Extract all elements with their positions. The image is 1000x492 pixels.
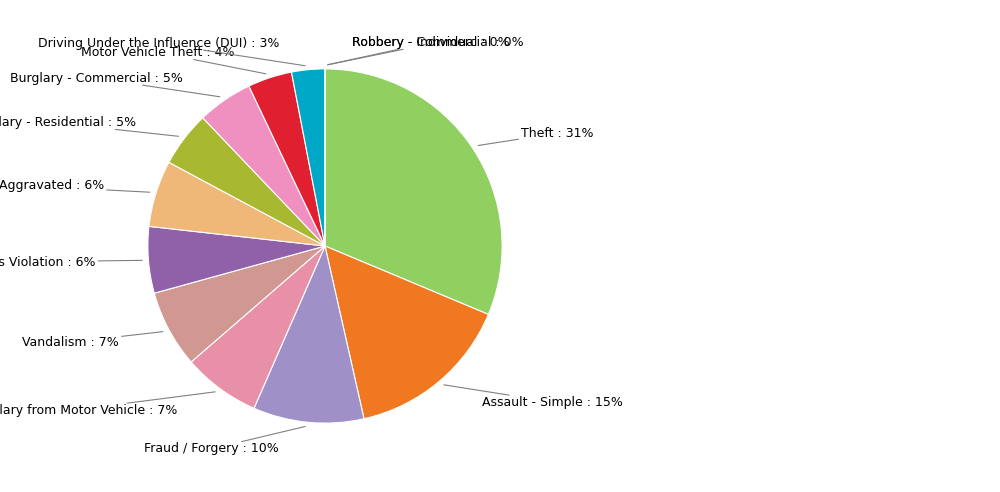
- Wedge shape: [249, 72, 325, 246]
- Wedge shape: [149, 162, 325, 246]
- Text: Vandalism : 7%: Vandalism : 7%: [22, 332, 163, 349]
- Wedge shape: [191, 246, 325, 408]
- Text: Robbery - Commercial : 0%: Robbery - Commercial : 0%: [328, 36, 523, 65]
- Text: Drugs / Narcotics Violation : 6%: Drugs / Narcotics Violation : 6%: [0, 256, 142, 269]
- Text: Driving Under the Influence (DUI) : 3%: Driving Under the Influence (DUI) : 3%: [38, 37, 305, 66]
- Text: Burglary from Motor Vehicle : 7%: Burglary from Motor Vehicle : 7%: [0, 392, 215, 417]
- Wedge shape: [203, 86, 325, 246]
- Text: Burglary - Commercial : 5%: Burglary - Commercial : 5%: [10, 72, 220, 97]
- Text: Assault - Aggravated : 6%: Assault - Aggravated : 6%: [0, 179, 150, 192]
- Text: Theft : 31%: Theft : 31%: [478, 126, 594, 146]
- Wedge shape: [154, 246, 325, 362]
- Text: Fraud / Forgery : 10%: Fraud / Forgery : 10%: [144, 427, 305, 455]
- Text: Assault - Simple : 15%: Assault - Simple : 15%: [444, 385, 623, 408]
- Text: Motor Vehicle Theft : 4%: Motor Vehicle Theft : 4%: [81, 46, 266, 74]
- Wedge shape: [254, 246, 364, 423]
- Wedge shape: [148, 226, 325, 293]
- Wedge shape: [325, 69, 502, 314]
- Text: Robbery - Individual : 0%: Robbery - Individual : 0%: [328, 36, 509, 65]
- Wedge shape: [325, 246, 488, 419]
- Wedge shape: [169, 118, 325, 246]
- Text: Burglary - Residential : 5%: Burglary - Residential : 5%: [0, 116, 178, 136]
- Wedge shape: [291, 69, 325, 246]
